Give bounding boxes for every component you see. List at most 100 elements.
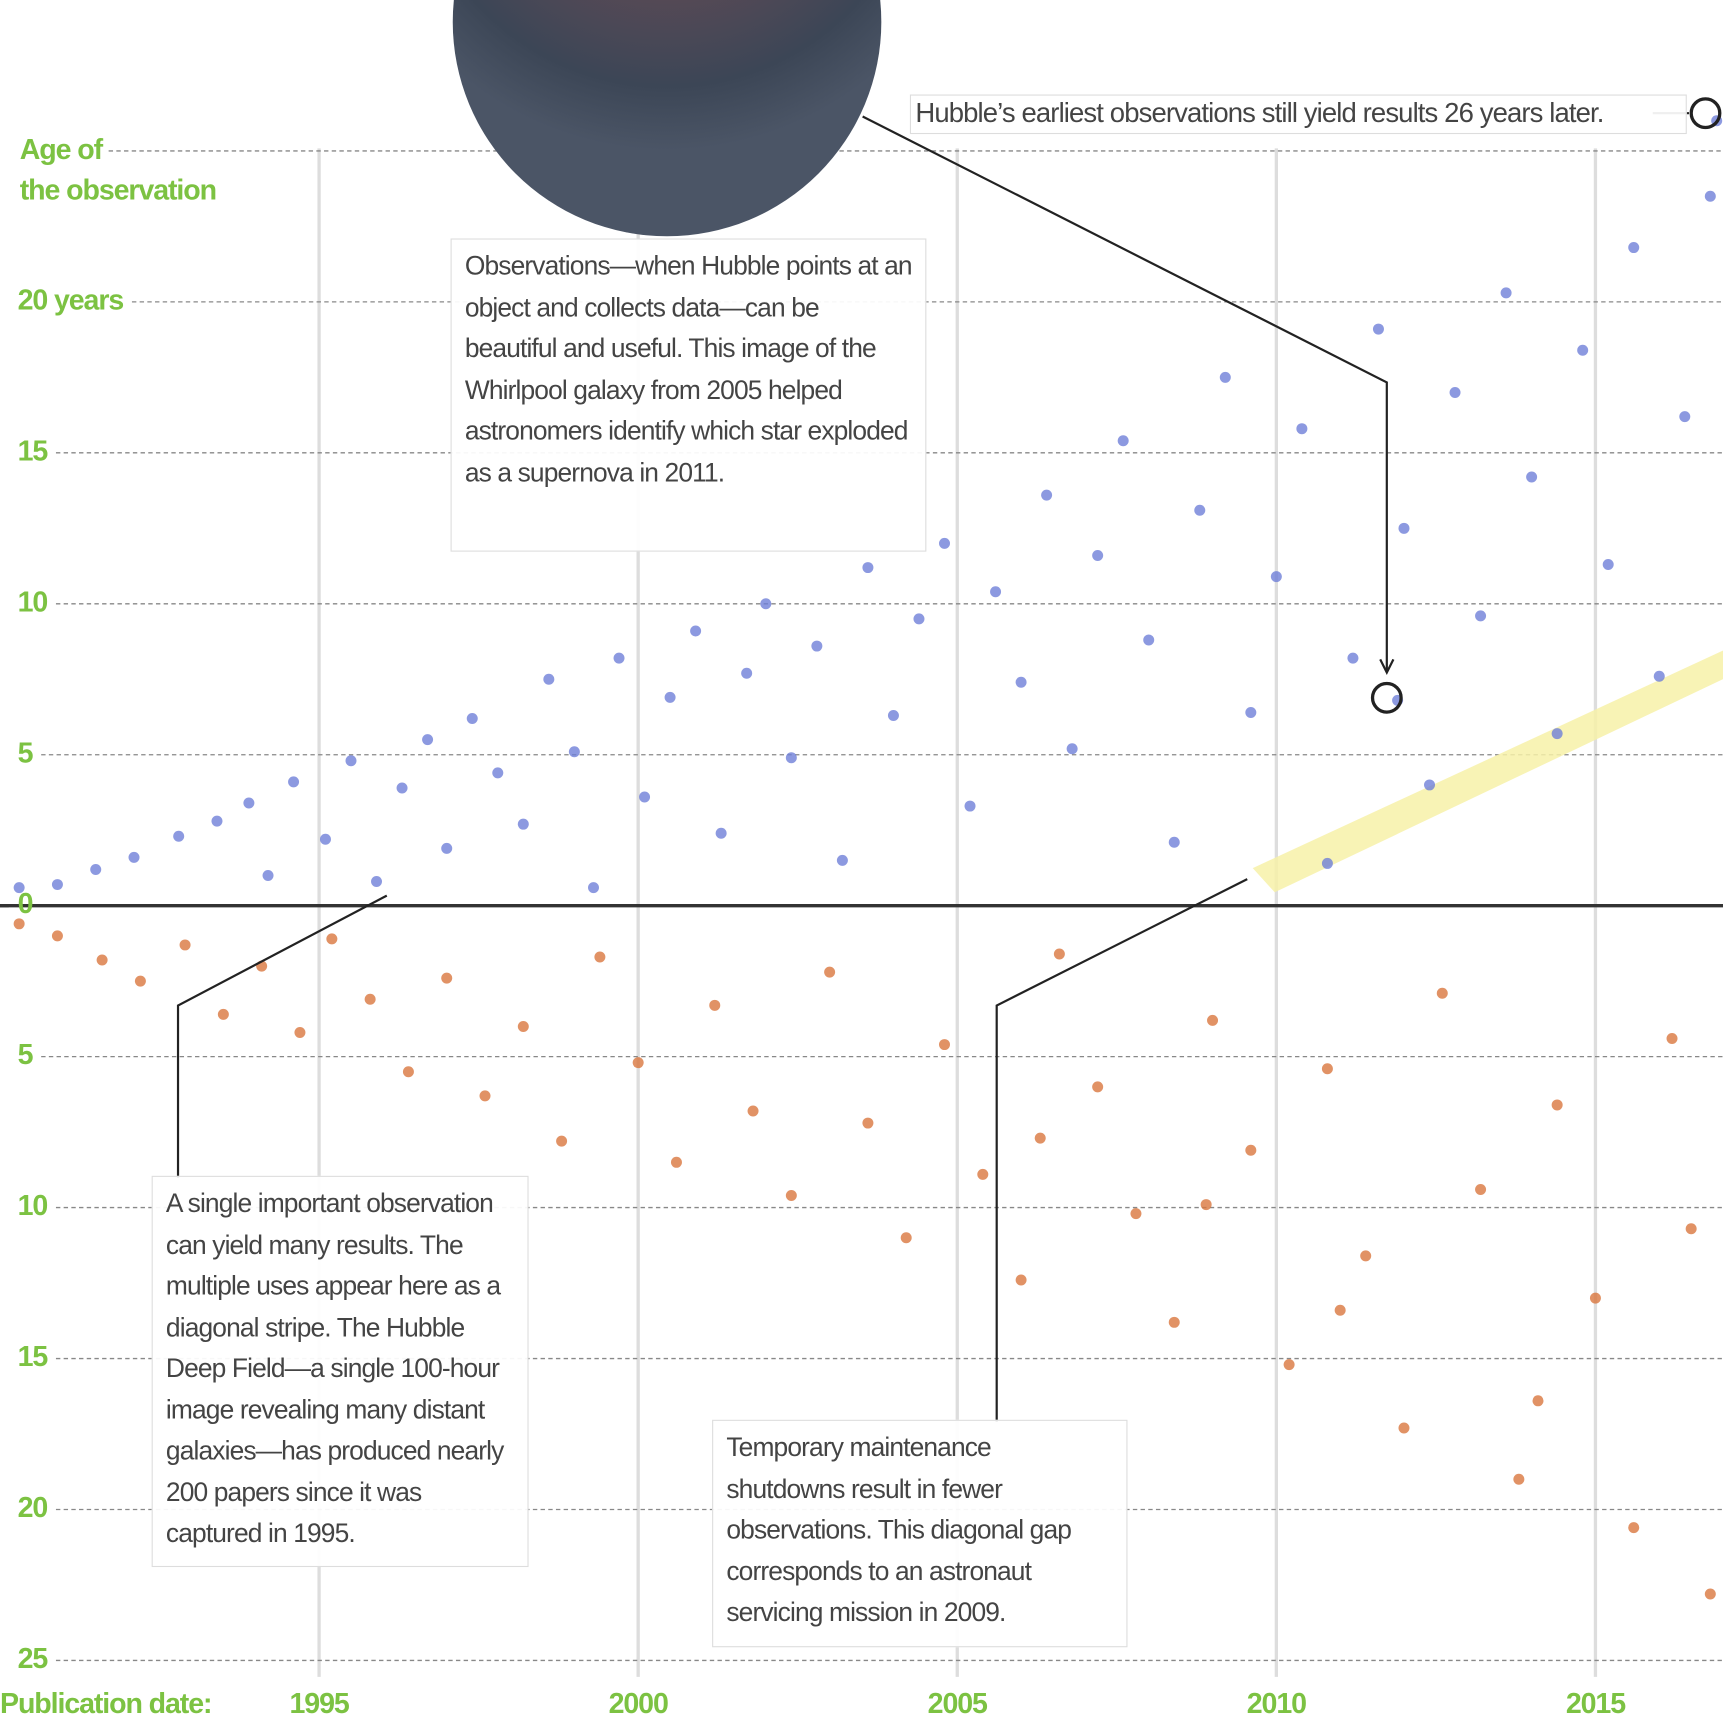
y-tick-label: 5 xyxy=(18,1039,34,1071)
point xyxy=(173,830,185,842)
point xyxy=(1398,1422,1410,1434)
point xyxy=(836,854,848,866)
point xyxy=(760,598,772,610)
point xyxy=(13,882,25,894)
point xyxy=(664,691,676,703)
point xyxy=(1034,1132,1046,1144)
point xyxy=(1360,1250,1372,1262)
point xyxy=(1653,670,1665,682)
point xyxy=(1666,1033,1678,1045)
point xyxy=(1053,948,1065,960)
point xyxy=(1245,706,1257,718)
point xyxy=(371,876,383,888)
point xyxy=(1577,344,1589,356)
point xyxy=(396,782,408,794)
point xyxy=(96,954,108,966)
point xyxy=(1207,1014,1219,1026)
highlight-circle xyxy=(1689,97,1722,130)
point xyxy=(1321,1063,1333,1075)
point xyxy=(262,870,274,881)
annotation: Observations—when Hubble points at an ob… xyxy=(450,238,927,552)
point xyxy=(977,1168,989,1180)
point xyxy=(1334,1304,1346,1316)
gap-highlight xyxy=(1252,650,1723,893)
point xyxy=(1270,571,1282,583)
point xyxy=(670,1156,682,1168)
y-tick-label: 20 xyxy=(18,1492,48,1524)
point xyxy=(632,1057,644,1069)
point xyxy=(211,815,223,827)
point xyxy=(543,673,555,685)
point xyxy=(441,972,453,984)
point xyxy=(990,586,1002,598)
point xyxy=(1296,423,1308,435)
point xyxy=(1347,652,1359,664)
x-tick-label: 2010 xyxy=(1247,1688,1306,1720)
point xyxy=(51,930,63,942)
point xyxy=(345,755,357,767)
point xyxy=(939,537,950,549)
y-tick-label: 10 xyxy=(18,586,48,618)
leader-line xyxy=(862,115,1388,671)
point xyxy=(741,667,753,679)
point xyxy=(1117,435,1129,447)
point xyxy=(134,975,146,987)
point xyxy=(862,562,874,574)
point xyxy=(1475,1183,1487,1195)
point xyxy=(294,1026,306,1038)
x-tick-label: 2015 xyxy=(1566,1688,1626,1720)
point xyxy=(1526,471,1538,483)
point xyxy=(441,842,453,854)
point xyxy=(1685,1223,1697,1235)
point xyxy=(556,1135,568,1147)
point xyxy=(1628,242,1640,254)
point xyxy=(517,818,529,830)
point xyxy=(588,882,599,894)
x-tick-label: 2005 xyxy=(928,1688,988,1720)
point xyxy=(1551,728,1563,740)
point xyxy=(785,1190,797,1202)
y-tick-label: 15 xyxy=(18,435,49,467)
point xyxy=(594,951,606,963)
point xyxy=(466,713,478,725)
point xyxy=(1532,1395,1544,1407)
point xyxy=(1589,1292,1601,1304)
point xyxy=(1424,779,1436,791)
point xyxy=(1500,287,1512,299)
point xyxy=(1372,323,1384,335)
x-axis-label: Publication date: xyxy=(0,1688,211,1720)
point xyxy=(1398,522,1410,534)
highlight-circle xyxy=(1370,681,1403,714)
point xyxy=(1475,610,1487,622)
point xyxy=(1219,371,1231,383)
y-tick-label: 20 years xyxy=(18,284,124,316)
point xyxy=(900,1232,912,1244)
point xyxy=(785,752,797,764)
point xyxy=(715,827,727,839)
point xyxy=(690,625,702,637)
point xyxy=(1704,1588,1716,1600)
point xyxy=(1551,1099,1563,1111)
y-tick-label: 25 xyxy=(18,1643,49,1675)
leader-line xyxy=(995,878,1248,1422)
point xyxy=(1015,1274,1027,1286)
point xyxy=(179,939,191,951)
annotation: A single important observation can yield… xyxy=(151,1175,529,1568)
point xyxy=(568,746,580,758)
leaders xyxy=(176,97,1722,1422)
y-tick-label: Age of the observation xyxy=(20,133,216,206)
point xyxy=(639,791,651,803)
point xyxy=(1321,857,1333,869)
annotation: Temporary maintenance shutdowns result i… xyxy=(712,1419,1128,1648)
point xyxy=(128,851,140,863)
point xyxy=(51,879,63,891)
point xyxy=(709,999,721,1011)
point xyxy=(1092,549,1104,561)
point xyxy=(1283,1359,1295,1371)
point xyxy=(1130,1208,1142,1220)
point xyxy=(492,767,504,779)
point xyxy=(1449,386,1461,398)
leader-line xyxy=(176,894,388,1179)
